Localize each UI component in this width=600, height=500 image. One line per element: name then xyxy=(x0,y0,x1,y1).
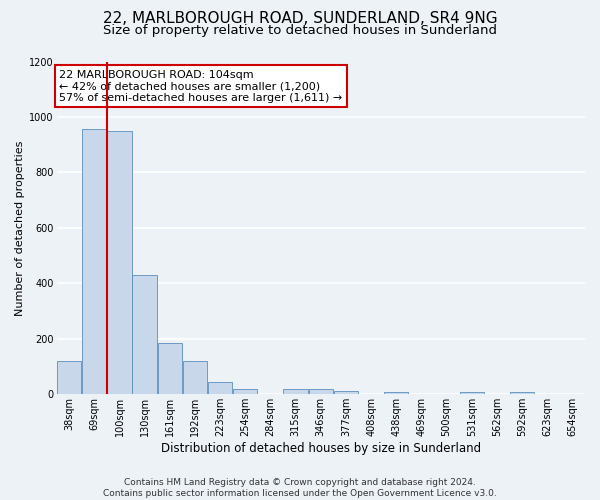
Y-axis label: Number of detached properties: Number of detached properties xyxy=(15,140,25,316)
X-axis label: Distribution of detached houses by size in Sunderland: Distribution of detached houses by size … xyxy=(161,442,481,455)
Bar xyxy=(183,361,207,394)
Bar xyxy=(384,392,409,394)
Bar xyxy=(510,392,534,394)
Bar xyxy=(107,132,131,394)
Bar xyxy=(460,392,484,394)
Bar xyxy=(82,130,107,394)
Bar xyxy=(158,343,182,394)
Bar xyxy=(208,382,232,394)
Bar xyxy=(57,361,82,394)
Text: Contains HM Land Registry data © Crown copyright and database right 2024.
Contai: Contains HM Land Registry data © Crown c… xyxy=(103,478,497,498)
Bar xyxy=(233,388,257,394)
Bar xyxy=(283,388,308,394)
Bar xyxy=(133,275,157,394)
Text: 22 MARLBOROUGH ROAD: 104sqm
← 42% of detached houses are smaller (1,200)
57% of : 22 MARLBOROUGH ROAD: 104sqm ← 42% of det… xyxy=(59,70,343,103)
Bar xyxy=(308,390,333,394)
Text: Size of property relative to detached houses in Sunderland: Size of property relative to detached ho… xyxy=(103,24,497,37)
Text: 22, MARLBOROUGH ROAD, SUNDERLAND, SR4 9NG: 22, MARLBOROUGH ROAD, SUNDERLAND, SR4 9N… xyxy=(103,11,497,26)
Bar xyxy=(334,390,358,394)
